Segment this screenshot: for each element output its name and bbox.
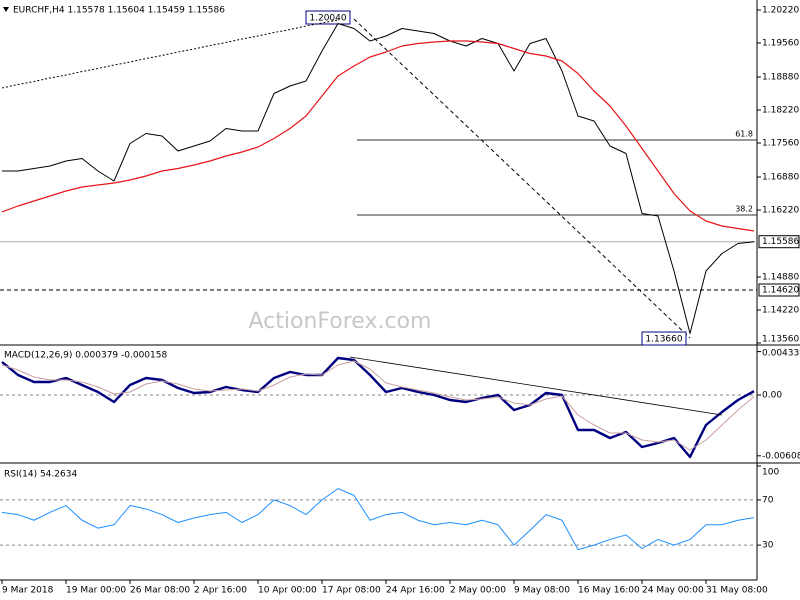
series-line xyxy=(1,40,755,232)
x-tick-label: 24 May 00:00 xyxy=(642,586,704,596)
y-tick-label: 1.16220 xyxy=(762,206,799,216)
y-tick-label: -0.006082 xyxy=(762,451,800,461)
x-tick-label: 10 Apr 00:00 xyxy=(258,586,317,596)
y-tick-label: 1.17560 xyxy=(762,139,799,149)
price-label: 1.15586 xyxy=(762,237,799,247)
series-line xyxy=(1,360,755,451)
panel-title: MACD(12,26,9) 0.000379 -0.000158 xyxy=(4,351,167,361)
price-label-box xyxy=(758,235,800,249)
series-line xyxy=(2,23,755,334)
annotation-box xyxy=(641,331,687,346)
macd-trend-line xyxy=(349,356,723,416)
x-tick-label: 19 Mar 00:00 xyxy=(66,586,126,596)
price-label-box xyxy=(758,283,800,297)
x-tick-label: 26 Mar 08:00 xyxy=(130,586,190,596)
x-tick-label: 24 Apr 16:00 xyxy=(386,586,445,596)
series-line xyxy=(1,488,755,551)
y-tick-label: 1.18880 xyxy=(762,73,799,83)
y-tick-label: 1.16880 xyxy=(762,173,799,183)
y-tick-label: 1.14220 xyxy=(762,306,799,316)
y-tick-label: 1.14880 xyxy=(762,273,799,283)
fib-label: 38.2 xyxy=(735,205,753,214)
x-tick-label: 9 Mar 2018 xyxy=(2,586,54,596)
y-tick-label: 1.13560 xyxy=(762,335,799,345)
panel-title: RSI(14) 54.2634 xyxy=(4,470,77,480)
x-tick-label: 2 May 00:00 xyxy=(450,586,506,596)
symbol-icon xyxy=(3,7,9,12)
y-tick-label: 0.004339 xyxy=(762,349,800,359)
annotation-label: 1.13660 xyxy=(645,335,682,345)
x-tick-label: 16 May 16:00 xyxy=(578,586,640,596)
x-tick-label: 2 Apr 16:00 xyxy=(194,586,247,596)
annotation-label: 1.20040 xyxy=(309,14,346,24)
x-tick-label: 31 May 08:00 xyxy=(706,586,768,596)
panel-title: EURCHF,H4 1.15578 1.15604 1.15459 1.1558… xyxy=(13,6,225,16)
series-line xyxy=(1,19,339,89)
x-tick-label: 9 May 08:00 xyxy=(514,586,570,596)
watermark: ActionForex.com xyxy=(249,309,432,334)
annotation-box xyxy=(305,10,351,25)
trend-line xyxy=(353,18,691,339)
y-tick-label: 1.18220 xyxy=(762,106,799,116)
y-tick-label: 70 xyxy=(762,495,774,505)
x-tick-label: 17 Apr 08:00 xyxy=(322,586,381,596)
y-tick-label: 100 xyxy=(762,468,779,478)
price-label: 1.14620 xyxy=(762,286,799,296)
fib-label: 61.8 xyxy=(735,130,753,139)
y-tick-label: 1.19560 xyxy=(762,39,799,49)
y-tick-label: 1.20220 xyxy=(762,6,799,16)
y-tick-label: 0.00 xyxy=(762,391,782,401)
y-tick-label: 30 xyxy=(762,541,774,551)
